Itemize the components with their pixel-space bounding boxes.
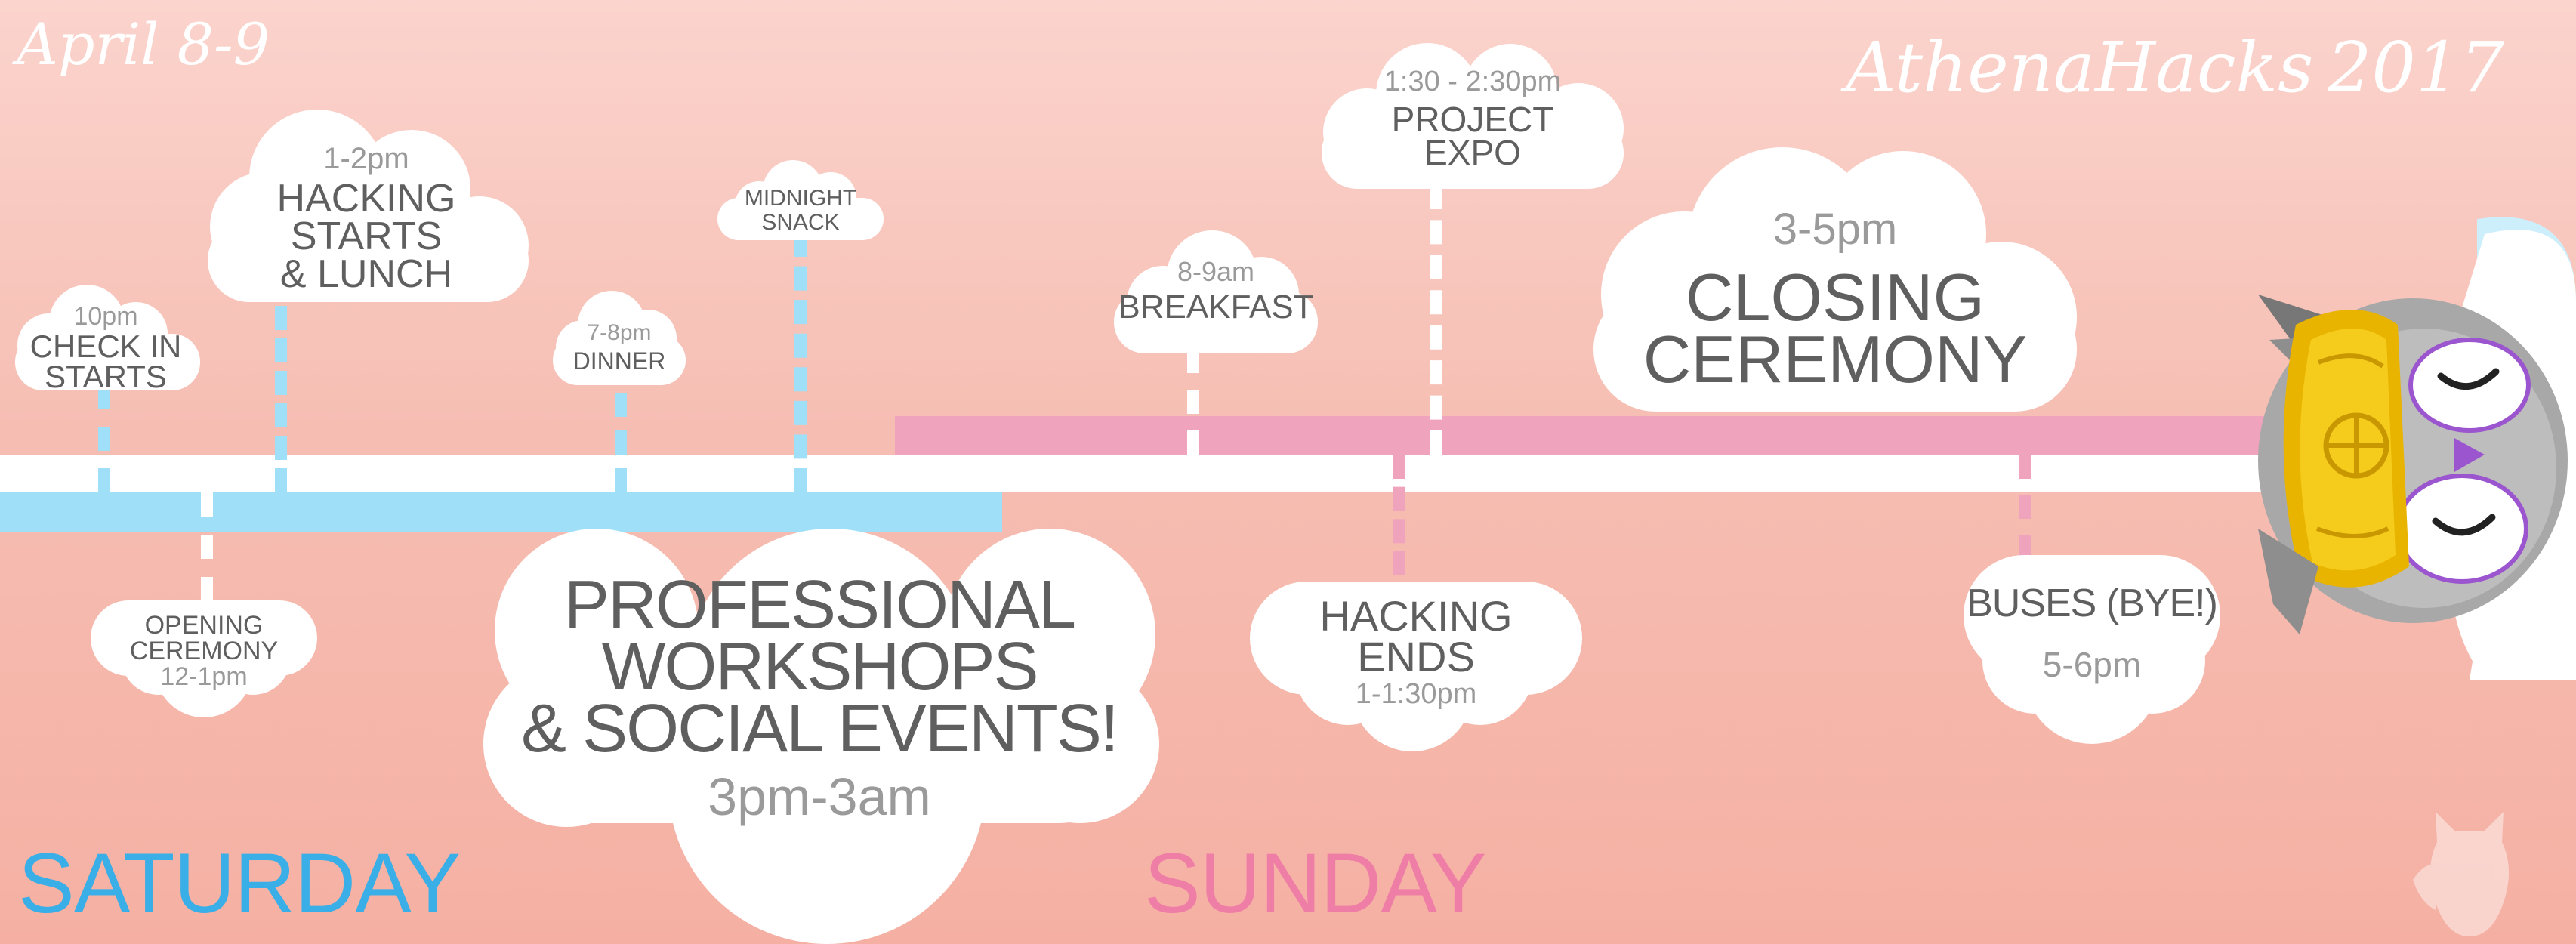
buses-time: 5-6pm <box>2042 645 2142 684</box>
owl-silhouette-icon <box>2413 797 2526 940</box>
cloud-shape <box>208 110 529 302</box>
hacking-ends-label-2: ENDS <box>1357 633 1475 680</box>
midnight-snack-label-2: SNACK <box>761 210 840 235</box>
midnight-snack-label-1: MIDNIGHT <box>744 186 857 211</box>
workshops-label-3: & SOCIAL EVENTS! <box>521 691 1119 767</box>
cloud-buses: BUSES (BYE!) 5-6pm <box>1964 555 2220 744</box>
opening-ceremony-label-2: CEREMONY <box>129 637 279 665</box>
saturday-label: SATURDAY <box>18 836 461 930</box>
dinner-label: DINNER <box>572 347 666 375</box>
owl-mascot-icon <box>2228 211 2576 680</box>
cloud-midnight-snack: MIDNIGHT SNACK <box>710 159 891 240</box>
hacking-ends-label-1: HACKING <box>1319 592 1513 640</box>
closing-ceremony-label-1: CLOSING <box>1685 260 1985 335</box>
event-dates: April 8-9 <box>17 11 270 78</box>
closing-ceremony-time: 3-5pm <box>1772 205 1898 254</box>
closing-ceremony-label-2: CEREMONY <box>1643 322 2028 396</box>
saturday-timeline-bar <box>0 492 1002 532</box>
buses-label: BUSES (BYE!) <box>1967 582 2218 625</box>
check-in-label-1: CHECK IN <box>29 329 182 364</box>
cloud-project-expo: 1:30 - 2:30pm PROJECT EXPO <box>1314 42 1631 189</box>
workshops-label-2: WORKSHOPS <box>601 629 1038 705</box>
cloud-hacking-ends: HACKING ENDS 1-1:30pm <box>1250 566 1582 751</box>
cloud-shape <box>1593 147 2077 412</box>
sunday-timeline-bar <box>895 416 2300 455</box>
connector-hacking-starts <box>275 306 287 492</box>
cloud-dinner: 7-8pm DINNER <box>544 285 695 385</box>
cloud-breakfast: 8-9am BREAKFAST <box>1106 227 1325 353</box>
workshops-label-1: PROFESSIONAL <box>563 567 1076 643</box>
cloud-hacking-starts: 1-2pm HACKING STARTS & LUNCH <box>193 106 540 302</box>
hacking-starts-time: 1-2pm <box>323 142 409 175</box>
check-in-label-2: STARTS <box>45 359 167 394</box>
brand-year: 2017 <box>2327 27 2504 108</box>
breakfast-label: BREAKFAST <box>1118 288 1314 325</box>
dinner-time: 7-8pm <box>587 320 652 345</box>
workshops-time: 3pm-3am <box>708 767 931 826</box>
timeline-white-band <box>0 455 2576 492</box>
cloud-check-in: 10pm CHECK IN STARTS <box>0 281 211 394</box>
connector-buses <box>2019 455 2031 559</box>
project-expo-time: 1:30 - 2:30pm <box>1384 66 1562 97</box>
connector-hacking-ends <box>1393 455 1405 575</box>
cloud-shape <box>1114 230 1318 353</box>
cloud-shape <box>15 285 200 390</box>
hacking-ends-time: 1-1:30pm <box>1355 678 1477 710</box>
event-brand-title: AthenaHacks 2017 <box>1846 27 2504 108</box>
connector-check-in <box>98 385 110 492</box>
connector-project-expo <box>1430 185 1442 455</box>
cloud-shape <box>553 291 686 385</box>
cloud-opening-ceremony: OPENING CEREMONY 12-1pm <box>91 585 317 721</box>
connector-breakfast <box>1187 349 1199 455</box>
cloud-shape <box>1250 582 1582 751</box>
sunday-label: SUNDAY <box>1144 836 1486 930</box>
check-in-time: 10pm <box>73 302 138 331</box>
breakfast-time: 8-9am <box>1177 256 1255 287</box>
cloud-shape <box>1964 555 2220 744</box>
connector-midnight-snack <box>794 233 807 492</box>
hacking-starts-label-3: & LUNCH <box>279 252 453 296</box>
hacking-starts-label-1: HACKING <box>276 177 456 221</box>
cloud-closing-ceremony: 3-5pm CLOSING CEREMONY <box>1586 143 2084 412</box>
connector-opening-ceremony <box>201 492 213 601</box>
cloud-workshops: PROFESSIONAL WORKSHOPS & SOCIAL EVENTS! … <box>453 529 1186 944</box>
cloud-shape <box>1322 43 1624 189</box>
cloud-shape <box>91 600 317 717</box>
project-expo-label-2: EXPO <box>1424 133 1521 172</box>
opening-ceremony-label-1: OPENING <box>144 611 264 640</box>
cloud-shape <box>717 160 884 240</box>
connector-dinner <box>615 393 627 492</box>
project-expo-label-1: PROJECT <box>1391 100 1554 139</box>
brand-name: AthenaHacks <box>1846 27 2314 108</box>
hacking-starts-label-2: STARTS <box>290 214 443 258</box>
cloud-shape <box>483 529 1159 944</box>
opening-ceremony-time: 12-1pm <box>160 662 248 691</box>
